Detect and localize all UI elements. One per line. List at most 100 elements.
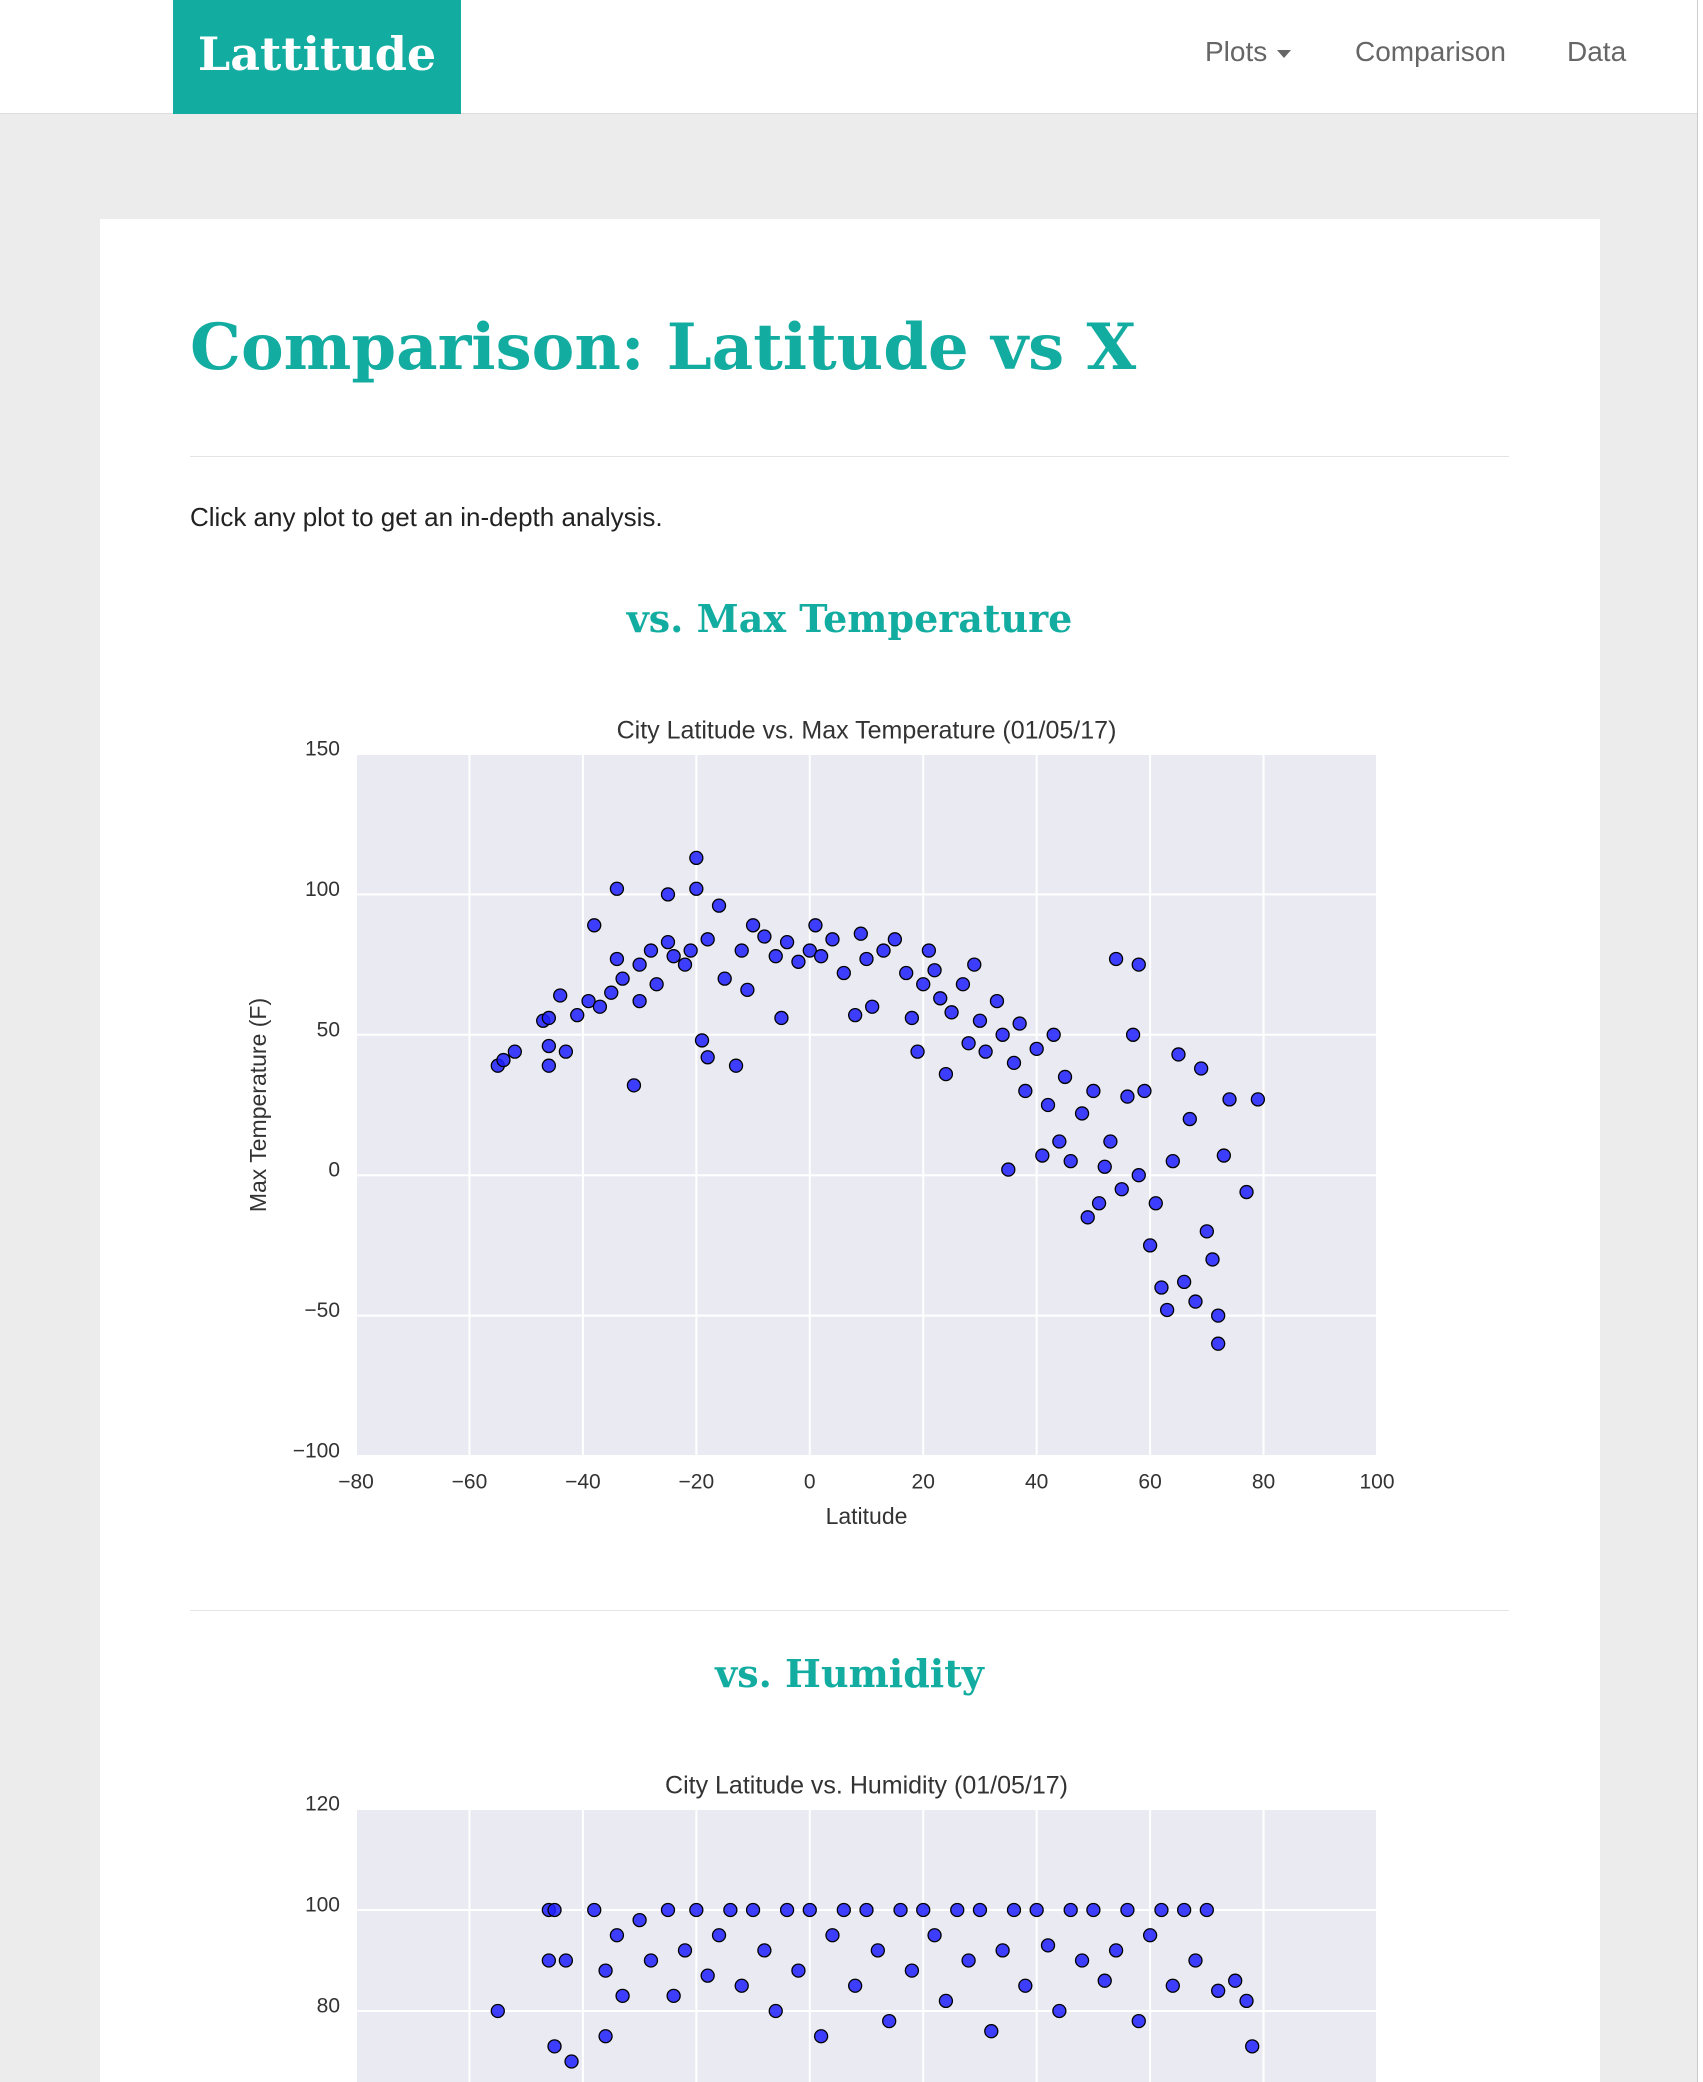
scatter-point xyxy=(1097,1159,1112,1174)
scatter-point xyxy=(865,999,880,1014)
scatter-point xyxy=(944,1005,959,1020)
scatter-point xyxy=(689,1902,704,1918)
scatter-point xyxy=(791,954,806,969)
scatter-point xyxy=(677,1943,693,1958)
brand[interactable]: Lattitude xyxy=(173,0,461,114)
scatter-point xyxy=(660,934,676,950)
scatter-point xyxy=(1040,1938,1056,1953)
scatter-point xyxy=(649,977,664,992)
scatter-point xyxy=(1086,1083,1101,1099)
scrollbar-edge xyxy=(1697,0,1703,2082)
scatter-point xyxy=(1205,1252,1220,1267)
nav-comparison[interactable]: Comparison xyxy=(1355,36,1506,67)
scatter-point xyxy=(1194,1061,1209,1076)
scatter-point xyxy=(632,957,647,972)
scatter-point xyxy=(757,929,772,944)
scatter-point xyxy=(507,1044,522,1059)
scatter-point xyxy=(1097,1973,1112,1988)
scatter-point xyxy=(541,1010,557,1026)
x-tick-label: 60 xyxy=(1138,1471,1161,1494)
chart-title: City Latitude vs. Max Temperature (01/05… xyxy=(617,717,1117,745)
scatter-point xyxy=(1137,1083,1152,1099)
scatter-point xyxy=(1165,1978,1180,1993)
scatter-point xyxy=(1239,1993,1254,2009)
scatter-point xyxy=(689,850,704,866)
scatter-point xyxy=(558,1044,574,1059)
scatter-point xyxy=(882,2013,897,2029)
scatter-point xyxy=(1131,2013,1146,2029)
scatter-point xyxy=(711,898,727,913)
plot[interactable]: −80−60−40−2002040608010080100120City Lat… xyxy=(305,1772,1395,2082)
scatter-point xyxy=(1063,1902,1078,1918)
scatter-point xyxy=(791,1963,806,1978)
scatter-point xyxy=(1001,1162,1016,1177)
scatter-point xyxy=(643,1953,659,1968)
scatter-point xyxy=(632,993,647,1009)
scatter-point xyxy=(490,2003,505,2019)
scatter-point xyxy=(757,1943,772,1958)
scatter-point xyxy=(1131,1168,1146,1183)
scatter-point xyxy=(615,1988,630,2003)
scatter-point xyxy=(1006,1902,1022,1918)
scatter-point xyxy=(984,2024,999,2039)
scatter-point xyxy=(933,991,948,1006)
navbar: Lattitude Plots Comparison Data xyxy=(0,0,1697,114)
scatter-point xyxy=(802,943,817,958)
scatter-point xyxy=(774,1010,789,1026)
nav-label[interactable]: Plots xyxy=(1205,36,1268,67)
scatter-point xyxy=(904,1963,920,1978)
x-tick-label: −40 xyxy=(565,1471,601,1494)
scatter-point xyxy=(1245,2039,1260,2054)
y-tick-label: 100 xyxy=(305,1894,340,1917)
y-tick-label: 80 xyxy=(317,1995,340,2018)
scatter-point xyxy=(904,1010,920,1026)
scatter-point xyxy=(1052,2003,1067,2019)
scatter-point xyxy=(836,1902,851,1918)
scatter-point xyxy=(961,1953,976,1968)
scatter-point xyxy=(1154,1280,1169,1295)
scatter-point xyxy=(813,949,829,964)
scatter-point xyxy=(541,1058,557,1073)
scatter-point xyxy=(989,993,1005,1009)
scatter-point xyxy=(1239,1184,1254,1200)
y-tick-label: 120 xyxy=(305,1793,340,1816)
nav-plots[interactable]: Plots xyxy=(1205,36,1292,68)
x-axis-label: Latitude xyxy=(826,1503,908,1529)
y-tick-label: −50 xyxy=(304,1299,340,1322)
scatter-point xyxy=(1012,1016,1027,1031)
scatter-point xyxy=(887,932,903,947)
scatter-point xyxy=(598,2029,613,2044)
section-heading: vs. Humidity xyxy=(715,1651,984,1696)
scatter-point xyxy=(1142,1928,1158,1943)
scatter-point xyxy=(581,993,596,1009)
scatter-point xyxy=(916,977,931,992)
scatter-point xyxy=(1120,1089,1135,1104)
y-tick-label: −100 xyxy=(293,1440,340,1463)
scatter-point xyxy=(1250,1092,1266,1107)
scatter-point xyxy=(626,1078,642,1093)
scatter-point xyxy=(899,965,914,981)
scatter-point xyxy=(570,1007,585,1023)
scatter-point xyxy=(1035,1148,1050,1163)
scatter-point xyxy=(836,965,851,981)
scatter-point xyxy=(1199,1902,1214,1918)
scatter-point xyxy=(740,982,755,998)
scatter-point xyxy=(825,1928,840,1943)
page-heading: Comparison: Latitude vs X xyxy=(190,310,1137,385)
scatter-point xyxy=(1114,1182,1129,1197)
y-tick-label: 100 xyxy=(305,878,340,901)
nav-data[interactable]: Data xyxy=(1567,36,1627,67)
scatter-point xyxy=(995,1943,1010,1958)
scatter-point xyxy=(859,951,874,967)
scatter-point xyxy=(745,1902,761,1918)
x-tick-label: −80 xyxy=(338,1471,374,1494)
scatter-point xyxy=(700,932,715,947)
plot[interactable]: −80 −60 −40 −20 0 20 40 60 80 100 −100 −50 0 50 100 150… xyxy=(245,717,1394,1529)
scatter-point xyxy=(1216,1148,1231,1163)
scatter-point xyxy=(683,943,698,958)
scatter-point xyxy=(609,881,625,896)
scatter-point xyxy=(547,2039,562,2054)
scatter-point xyxy=(1211,1336,1226,1351)
scatter-point xyxy=(541,1038,557,1054)
x-tick-label: 100 xyxy=(1359,1471,1394,1494)
